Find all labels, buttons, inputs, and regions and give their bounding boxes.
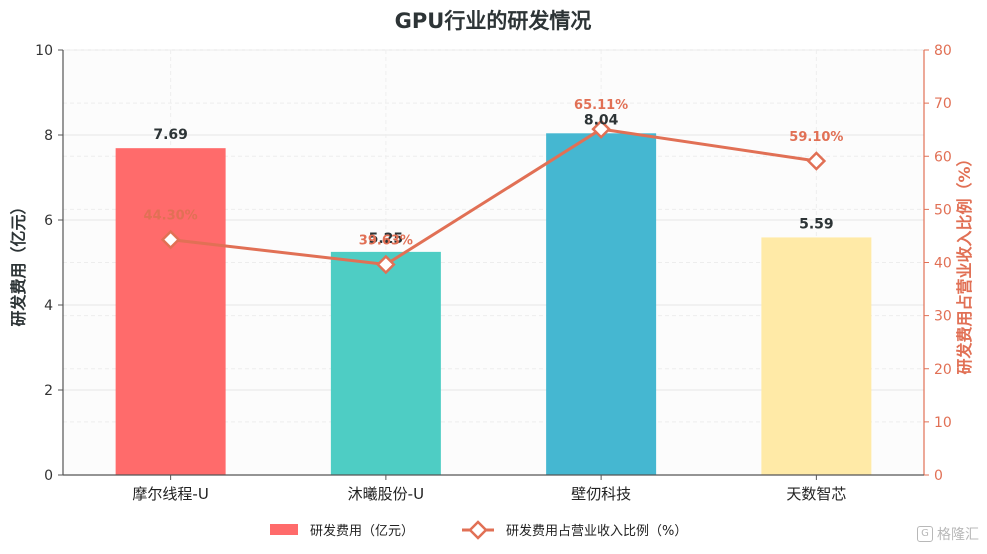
- y-tick-label-right: 80: [934, 43, 952, 59]
- y-axis-label-right: 研发费用占营业收入比例（%）: [955, 150, 974, 374]
- line-path: [170, 127, 817, 267]
- line-point: [806, 151, 827, 171]
- legend-swatch-marker: [468, 520, 488, 540]
- x-tick-label: 摩尔线程-U: [132, 485, 208, 503]
- legend-label-line: 研发费用占营业收入比例（%）: [506, 523, 687, 539]
- watermark: G 格隆汇: [917, 524, 979, 544]
- bar-value-label: 5.25: [369, 231, 404, 247]
- axes: 0 2 4 6 8 10 0 10 20 30 40 50 60 70 80 摩尔线程-U 沐曦股份-U 壁仞科技…: [35, 43, 952, 503]
- y-tick-label-left: 4: [44, 298, 53, 314]
- watermark-logo-icon: G: [917, 526, 933, 542]
- legend-label-bar: 研发费用（亿元）: [310, 523, 414, 539]
- y-tick-label-right: 70: [934, 96, 952, 112]
- data-labels: 7.69 5.25 8.04 5.59 44.30% 39.63% 65.11% 59.10%: [144, 98, 844, 248]
- line-point: [376, 254, 396, 275]
- bar: [546, 133, 657, 476]
- line-value-label: 65.11%: [574, 98, 628, 113]
- line-series: [160, 119, 827, 275]
- y-tick-label-left: 6: [44, 213, 53, 229]
- x-tick-label: 壁仞科技: [571, 485, 631, 503]
- y-tick-label-left: 10: [35, 43, 53, 59]
- bar-value-label: 5.59: [799, 216, 834, 232]
- bar: [115, 148, 226, 476]
- y-tick-label-right: 0: [934, 468, 943, 484]
- y-tick-label-left: 8: [44, 128, 53, 144]
- bar-value-label: 8.04: [584, 112, 619, 128]
- y-tick-label-right: 10: [934, 415, 952, 431]
- y-tick-label-left: 0: [44, 468, 53, 484]
- line-point: [160, 229, 181, 250]
- bar: [761, 237, 872, 475]
- y-tick-label-left: 2: [44, 383, 53, 399]
- legend: 研发费用（亿元） 研发费用占营业收入比例（%）: [270, 520, 687, 540]
- line-value-label: 39.63%: [359, 233, 413, 248]
- bar-value-label: 7.69: [153, 127, 188, 143]
- y-tick-label-right: 40: [934, 256, 952, 272]
- line-point: [591, 119, 611, 139]
- line-value-label: 44.30%: [144, 209, 198, 224]
- chart-title: GPU行业的研发情况: [395, 9, 592, 33]
- y-tick-label-right: 50: [934, 202, 952, 218]
- y-tick-label-right: 30: [934, 309, 952, 325]
- y-tick-label-right: 20: [934, 362, 952, 378]
- bar: [330, 251, 441, 475]
- y-tick-label-right: 60: [934, 149, 952, 165]
- x-tick-label: 天数智芯: [786, 485, 846, 503]
- line-value-label: 59.10%: [789, 130, 843, 145]
- y-axis-label-left: 研发费用（亿元）: [9, 198, 28, 326]
- x-tick-label: 沐曦股份-U: [348, 485, 424, 503]
- legend-swatch-bar: [270, 524, 298, 535]
- bars: [115, 133, 872, 476]
- watermark-text: 格隆汇: [937, 527, 979, 543]
